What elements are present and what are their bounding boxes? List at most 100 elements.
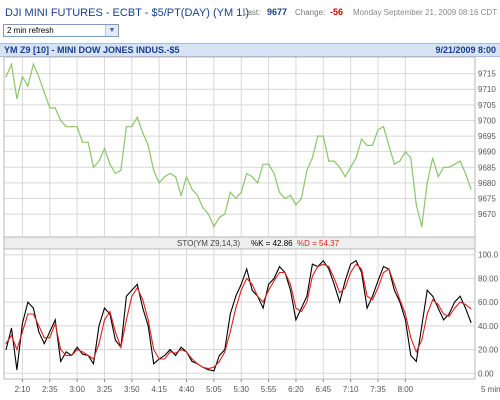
- stoch-d-line-point: [333, 277, 335, 279]
- stoch-d-line-point: [10, 334, 12, 336]
- stoch-k-line-point: [21, 322, 23, 324]
- stoch-d-line-point: [54, 322, 56, 324]
- price-point: [317, 135, 319, 137]
- price-point: [213, 226, 215, 228]
- price-point: [251, 176, 253, 178]
- indicator-name: STO(YM Z9,14,3): [177, 239, 240, 248]
- quote-datetime: Monday September 21, 2009 08:16 CDT: [353, 8, 498, 17]
- stoch-k-line-point: [295, 319, 297, 321]
- stoch-k-line-point: [382, 266, 384, 268]
- price-point: [120, 169, 122, 172]
- refresh-select-value: 2 min refresh: [7, 26, 54, 35]
- stoch-d-line-point: [339, 292, 341, 294]
- stoch-k-line-point: [131, 289, 133, 291]
- price-point: [54, 107, 56, 109]
- price-point: [153, 169, 155, 172]
- stoch-d-line-point: [213, 366, 215, 368]
- price-point: [453, 163, 456, 165]
- stoch-d-line-point: [82, 351, 84, 353]
- price-point: [180, 194, 182, 197]
- stoch-k-line-point: [93, 363, 95, 365]
- stoch-k-line-point: [27, 301, 29, 303]
- x-tick-label: 6:20: [288, 385, 304, 394]
- price-point: [169, 172, 171, 175]
- stoch-k-line-point: [98, 325, 100, 327]
- stoch-d-line-point: [355, 263, 357, 265]
- stoch-k-line-point: [246, 268, 248, 270]
- stoch-k-line-point: [60, 360, 62, 362]
- x-tick-label: 2:35: [42, 385, 58, 394]
- stoch-k-line-point: [311, 263, 313, 265]
- price-point: [448, 166, 450, 168]
- stoch-d-line-point: [350, 272, 352, 274]
- price-point: [32, 63, 34, 65]
- price-point: [339, 166, 341, 168]
- stoch-d-line-point: [120, 346, 122, 348]
- stoch-k-line-point: [175, 354, 177, 356]
- chevron-down-icon[interactable]: ▼: [105, 25, 118, 36]
- stoch-d-line-point: [103, 319, 105, 321]
- stoch-k-line-point: [350, 263, 352, 265]
- stochastic-y-tick-label: 80.00: [478, 274, 499, 283]
- price-y-tick-label: 9700: [478, 116, 496, 125]
- stoch-d-line-point: [93, 358, 95, 360]
- x-tick-label: 3:50: [124, 385, 140, 394]
- price-point: [284, 197, 286, 200]
- stoch-k-line: [5, 259, 472, 372]
- stoch-d-line-point: [158, 358, 160, 360]
- price-point: [306, 169, 308, 172]
- price-point: [421, 226, 423, 228]
- stochastic-y-tick-label: 100.0: [478, 251, 499, 260]
- stoch-k-line-point: [180, 346, 182, 348]
- x-tick-label: 3:25: [97, 385, 113, 394]
- stoch-k-line-point: [448, 313, 450, 315]
- stoch-d-line-point: [76, 349, 78, 351]
- stoch-d-line-point: [87, 354, 89, 356]
- price-y-tick-label: 9680: [478, 179, 496, 188]
- stoch-d-line-point: [218, 360, 220, 362]
- stoch-k-line-point: [344, 280, 346, 282]
- stoch-k-line-point: [136, 283, 138, 285]
- stoch-d-line-point: [191, 358, 193, 360]
- stoch-k-line-point: [443, 319, 445, 321]
- stoch-d-line-point: [131, 295, 133, 297]
- stoch-k-line-point: [240, 283, 242, 285]
- stoch-d-line-point: [251, 283, 253, 285]
- stoch-d-line-point: [43, 337, 45, 339]
- price-point: [174, 176, 177, 178]
- stoch-d-line-point: [202, 366, 204, 368]
- price-y-tick-label: 9705: [478, 101, 496, 110]
- stoch-k-line-point: [125, 295, 127, 297]
- stoch-k-line-point: [268, 283, 270, 285]
- stoch-k-line-point: [454, 301, 456, 303]
- x-axis-unit-label: 5 min: [481, 385, 500, 394]
- price-y-tick-label: 9715: [478, 70, 496, 79]
- stoch-k-line-point: [16, 369, 18, 371]
- stochastic-series: [5, 259, 472, 372]
- price-point: [5, 76, 7, 78]
- stoch-d-line-point: [109, 311, 111, 313]
- price-point: [470, 188, 472, 190]
- stoch-k-line-point: [372, 295, 374, 297]
- price-point: [295, 204, 297, 206]
- price-point: [158, 182, 160, 184]
- price-point: [98, 160, 100, 162]
- stoch-k-line-point: [459, 295, 461, 297]
- price-point: [437, 176, 439, 178]
- stoch-d-line-point: [240, 289, 242, 291]
- instrument-title: DJI MINI FUTURES - ECBT - $5/PT(DAY) (YM…: [5, 7, 250, 19]
- change-value: -56: [330, 7, 344, 17]
- stoch-k-line-point: [10, 327, 12, 329]
- price-y-tick-label: 9690: [478, 148, 496, 157]
- stoch-d-line-point: [147, 319, 149, 321]
- stoch-k-line-point: [465, 307, 467, 309]
- stochastic-y-tick-label: 40.00: [478, 322, 499, 331]
- price-point: [300, 197, 303, 200]
- stoch-k-line-point: [437, 307, 439, 309]
- stoch-d-line-point: [65, 354, 67, 356]
- refresh-select[interactable]: 2 min refresh ▼: [3, 24, 119, 37]
- stoch-k-line-point: [404, 319, 406, 321]
- stoch-d-line-point: [27, 313, 29, 315]
- price-point: [267, 163, 270, 165]
- stochastic-grid: [4, 249, 475, 378]
